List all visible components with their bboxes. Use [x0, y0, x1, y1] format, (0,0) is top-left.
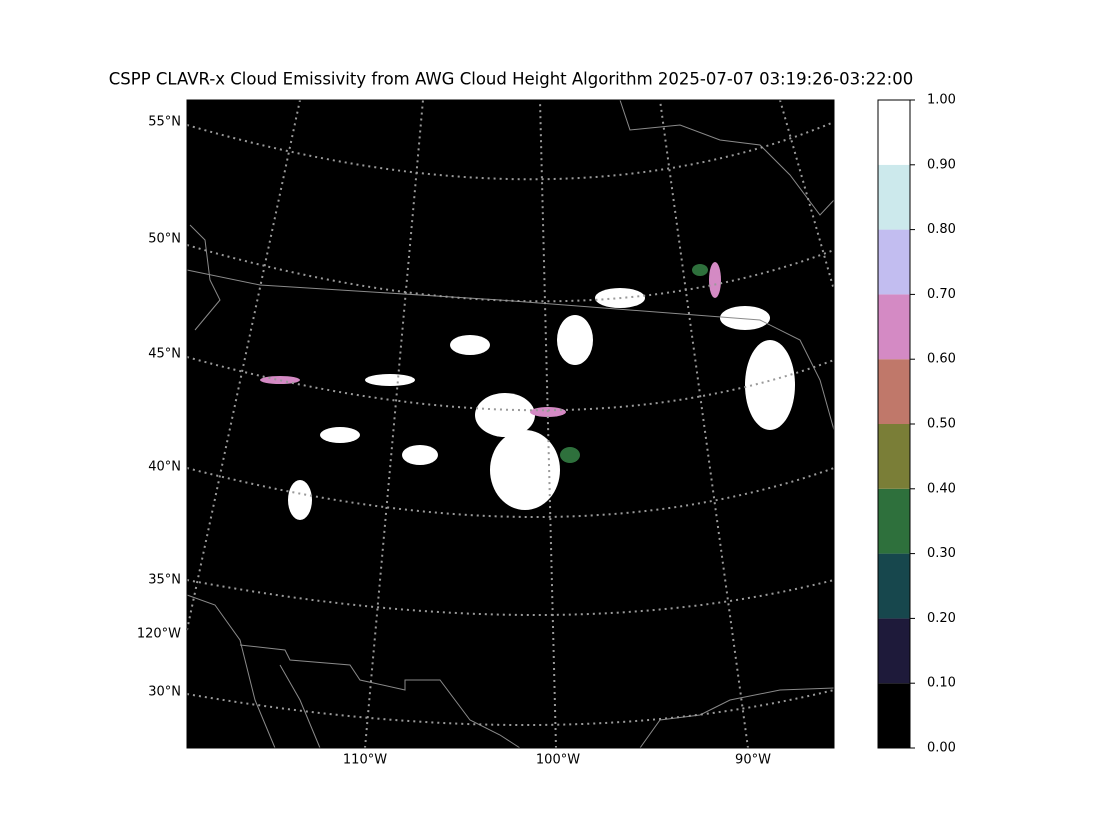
- lon-label: 110°W: [343, 753, 387, 768]
- cloud-tints-green: [560, 264, 708, 463]
- lat-label: 30°N: [148, 685, 181, 700]
- colorbar-tick-label: 0.30: [927, 546, 956, 561]
- title: CSPP CLAVR-x Cloud Emissivity from AWG C…: [109, 70, 913, 89]
- colorbar-tick-label: 0.50: [927, 417, 956, 432]
- lon-label: 100°W: [536, 753, 580, 768]
- lon-label: 90°W: [735, 753, 771, 768]
- lat-label: 120°W: [137, 627, 181, 642]
- lat-label: 45°N: [148, 347, 181, 362]
- colorbar-tick-label: 0.40: [927, 481, 956, 496]
- colorbar-segment: [878, 683, 910, 748]
- lat-label: 35°N: [148, 573, 181, 588]
- colorbar-tick-label: 0.80: [927, 222, 956, 237]
- colorbar-segment: [878, 164, 910, 230]
- colorbar-tick-label: 0.70: [927, 287, 956, 302]
- colorbar-segment: [878, 359, 910, 424]
- colorbar-segment: [878, 229, 910, 295]
- colorbar-segment: [878, 294, 910, 360]
- colorbar-tick-label: 0.60: [927, 352, 956, 367]
- colorbar-tick-label: 0.00: [927, 741, 956, 756]
- lat-label: 55°N: [148, 115, 181, 130]
- colorbar-segment: [878, 488, 910, 554]
- map-labels: 55°N 50°N 45°N 40°N 35°N 120°W 30°N 110°W 100°W 9…: [137, 115, 771, 768]
- lat-label: 40°N: [148, 460, 181, 475]
- map: [186, 99, 835, 749]
- colorbar-segment: [878, 618, 910, 684]
- colorbar-segment: [878, 100, 910, 165]
- colorbar-segment: [878, 553, 910, 619]
- colorbar-tick-label: 0.20: [927, 611, 956, 626]
- colorbar-tick-label: 0.10: [927, 676, 956, 691]
- colorbar-tick-label: 0.90: [927, 157, 956, 172]
- colorbar-tick-label: 1.00: [927, 93, 956, 108]
- graticule: [186, 99, 835, 749]
- lat-label: 50°N: [148, 232, 181, 247]
- map-frame: [186, 99, 835, 749]
- colorbar: 0.00 0.10 0.20 0.30 0.40 0.50 0.60 0.70 0.80 0.90…: [877, 93, 956, 756]
- colorbar-segment: [878, 424, 910, 489]
